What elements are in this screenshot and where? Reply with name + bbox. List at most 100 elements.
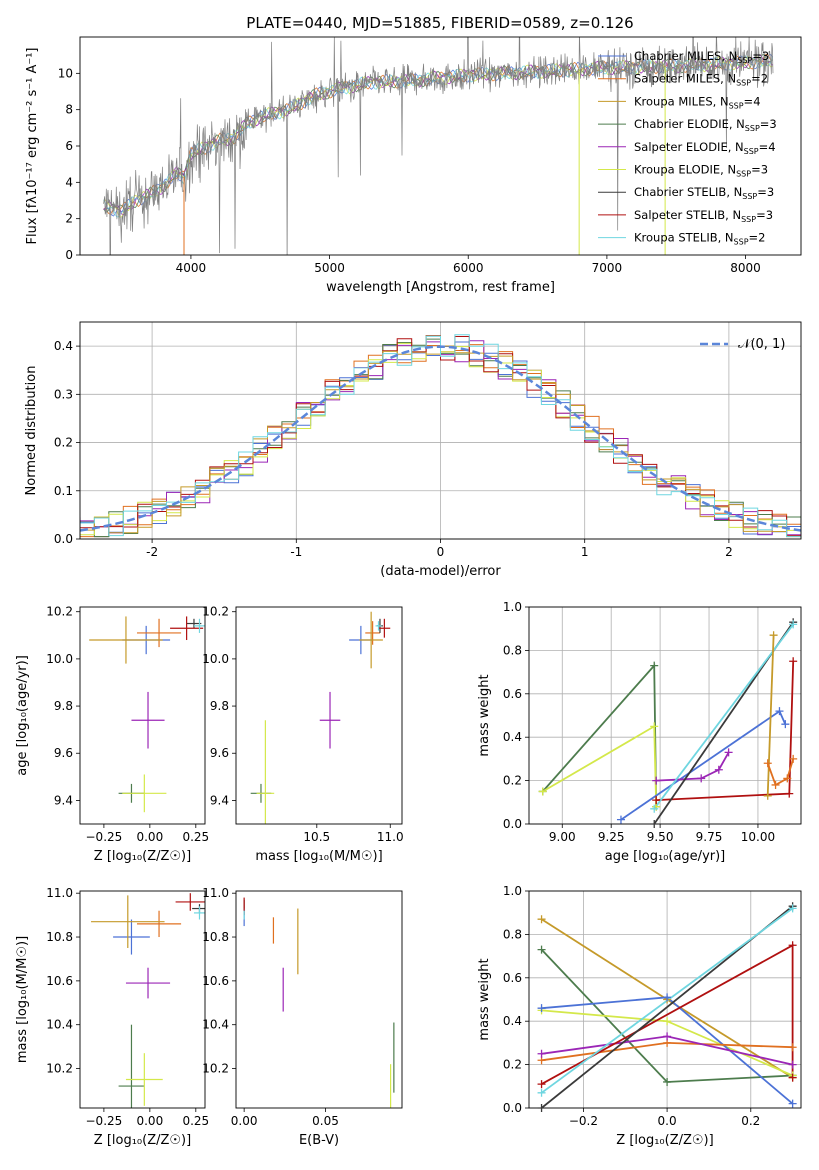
y-tick-label: 10.8: [202, 930, 229, 944]
y-tick-label: 9.4: [54, 793, 73, 807]
legend-model-name: Chabrier STELIB: [634, 185, 726, 199]
x-tick-label: 2: [725, 545, 733, 559]
legend-nssp-equals: =: [751, 72, 761, 86]
legend-nssp-equals: =: [751, 163, 761, 177]
age-weight-panel: 9.00 9.25 9.50 9.75 10.00 0.0 0.2 0.4 0.6 0.8 1.0 a…: [477, 600, 802, 864]
y-tick-label: 1.0: [503, 884, 522, 898]
legend-nssp-equals: =: [757, 185, 767, 199]
legend-nssp-equals: =: [759, 140, 769, 154]
legend-nssp-equals: =: [756, 208, 766, 222]
y-tick-label: 1.0: [503, 600, 522, 614]
y-tick-label: 0.2: [54, 436, 73, 450]
legend-nssp-equals: =: [752, 49, 762, 63]
legend-nssp-subscript: SSP: [736, 79, 751, 88]
mass-weight-marker: [783, 774, 792, 783]
x-tick-label: 0.00: [231, 1114, 258, 1128]
legend-nssp-prefix: , N: [725, 208, 741, 222]
y-tick-label: 0.4: [503, 730, 522, 744]
mass-age-panel: 10.5 11.0 9.4 9.6 9.8 10.0 10.2 mass [log₁₀(M/M…: [202, 605, 403, 864]
legend-entry-label: Kroupa MILES, NSSP=4: [634, 94, 761, 110]
y-tick-label: 0.4: [54, 339, 73, 353]
legend-entry-label: Chabrier MILES, NSSP=3: [634, 49, 769, 65]
x-tick-label: −0.25: [86, 1114, 123, 1128]
mass-weight-marker: [652, 796, 661, 805]
y-tick-label: 10.0: [46, 652, 73, 666]
legend-entry-label: Salpeter ELODIE, NSSP=4: [634, 140, 776, 156]
mass-weight-marker: [785, 789, 794, 798]
y-tick-label: 9.6: [54, 746, 73, 760]
mass-weight-marker: [538, 787, 547, 796]
legend-model-name: Kroupa ELODIE: [634, 163, 720, 177]
x-axis-label: wavelength [Angstrom, rest frame]: [326, 280, 555, 295]
axes-frame: [79, 606, 206, 825]
legend-nssp-subscript: SSP: [744, 147, 759, 156]
mass-weight-line: [656, 751, 730, 782]
mass-weight-marker: [616, 815, 625, 824]
x-axis-label: E(B-V): [299, 1133, 339, 1148]
mass-weight-marker: [663, 1077, 672, 1086]
legend-nssp-subscript: SSP: [736, 170, 751, 179]
legend-model-name: Salpeter STELIB: [634, 208, 725, 222]
y-tick-label: 10.2: [46, 605, 73, 619]
legend-nssp-value: 2: [758, 231, 765, 245]
legend-model-name: Salpeter ELODIE: [634, 140, 728, 154]
legend-nssp-prefix: , N: [726, 185, 742, 199]
axes-frame: [528, 606, 802, 825]
x-tick-label: -2: [146, 545, 158, 559]
x-tick-label: 0.00: [136, 1114, 163, 1128]
axes-frame: [79, 321, 802, 540]
y-tick-label: 0.4: [503, 1014, 522, 1028]
mass-weight-marker: [537, 1080, 546, 1089]
x-axis-label: Z [log₁₀(Z/Z☉)]: [616, 1133, 713, 1148]
mass-weight-marker: [788, 1099, 797, 1108]
legend-nssp-subscript: SSP: [745, 124, 760, 133]
y-tick-label: 6: [65, 139, 73, 153]
y-tick-label: 0.0: [54, 532, 73, 546]
mass-weight-marker: [788, 1060, 797, 1069]
y-axis-label: mass [log₁₀(M/M☉)]: [15, 936, 30, 1063]
x-tick-label: 10.00: [741, 830, 775, 844]
axes-frame: [235, 606, 403, 825]
x-tick-label: 0: [437, 545, 445, 559]
mass-weight-marker: [788, 904, 797, 913]
y-tick-label: 10.2: [46, 1062, 73, 1076]
y-tick-label: 0.2: [503, 1058, 522, 1072]
observed-spectrum-line: [103, 37, 774, 255]
x-tick-label: 0.05: [312, 1114, 339, 1128]
y-tick-label: 8: [65, 103, 73, 117]
x-tick-label: 0.25: [182, 1114, 209, 1128]
x-tick-label: 4000: [176, 261, 207, 275]
legend-model-name: Chabrier MILES: [634, 49, 721, 63]
figure-title: PLATE=0440, MJD=51885, FIBERID=0589, z=0…: [246, 14, 633, 32]
mass-weight-marker: [697, 774, 706, 783]
legend-nssp-prefix: , N: [720, 72, 736, 86]
x-tick-label: 0.2: [741, 1114, 760, 1128]
legend-nssp-prefix: , N: [721, 49, 737, 63]
legend-nssp-value: 3: [761, 163, 768, 177]
y-axis-label: Flux [fλ10⁻¹⁷ erg cm⁻² s⁻¹ A⁻¹]: [25, 48, 40, 245]
legend-nssp-prefix: , N: [713, 94, 729, 108]
y-tick-label: 10.2: [202, 605, 229, 619]
y-axis-label: mass weight: [477, 674, 492, 756]
mass-weight-marker: [769, 631, 778, 640]
legend-nssp-equals: =: [749, 231, 759, 245]
legend-entry-label: Chabrier STELIB, NSSP=3: [634, 185, 774, 201]
legend-entry-label: Kroupa STELIB, NSSP=2: [634, 231, 766, 247]
axes-frame: [528, 890, 802, 1109]
mass-weight-marker: [775, 707, 784, 716]
legend-model-name: Chabrier ELODIE: [634, 117, 729, 131]
mass-weight-marker: [789, 620, 798, 629]
x-tick-label: 1: [581, 545, 589, 559]
x-tick-label: 9.00: [549, 830, 576, 844]
legend-entry-label: Salpeter MILES, NSSP=2: [634, 72, 768, 88]
mass-weight-marker: [537, 1049, 546, 1058]
y-axis-label: Normed distribution: [24, 366, 39, 496]
legend-nssp-subscript: SSP: [737, 56, 752, 65]
mass-weight-marker: [788, 941, 797, 950]
x-tick-label: 0.0: [658, 1114, 677, 1128]
metallicity-weight-panel: −0.2 0.0 0.2 0.0 0.2 0.4 0.6 0.8 1.0 Z [log₁₀(Z/Z…: [477, 884, 802, 1148]
y-tick-label: 0: [65, 248, 73, 262]
legend-nssp-value: 3: [769, 117, 776, 131]
